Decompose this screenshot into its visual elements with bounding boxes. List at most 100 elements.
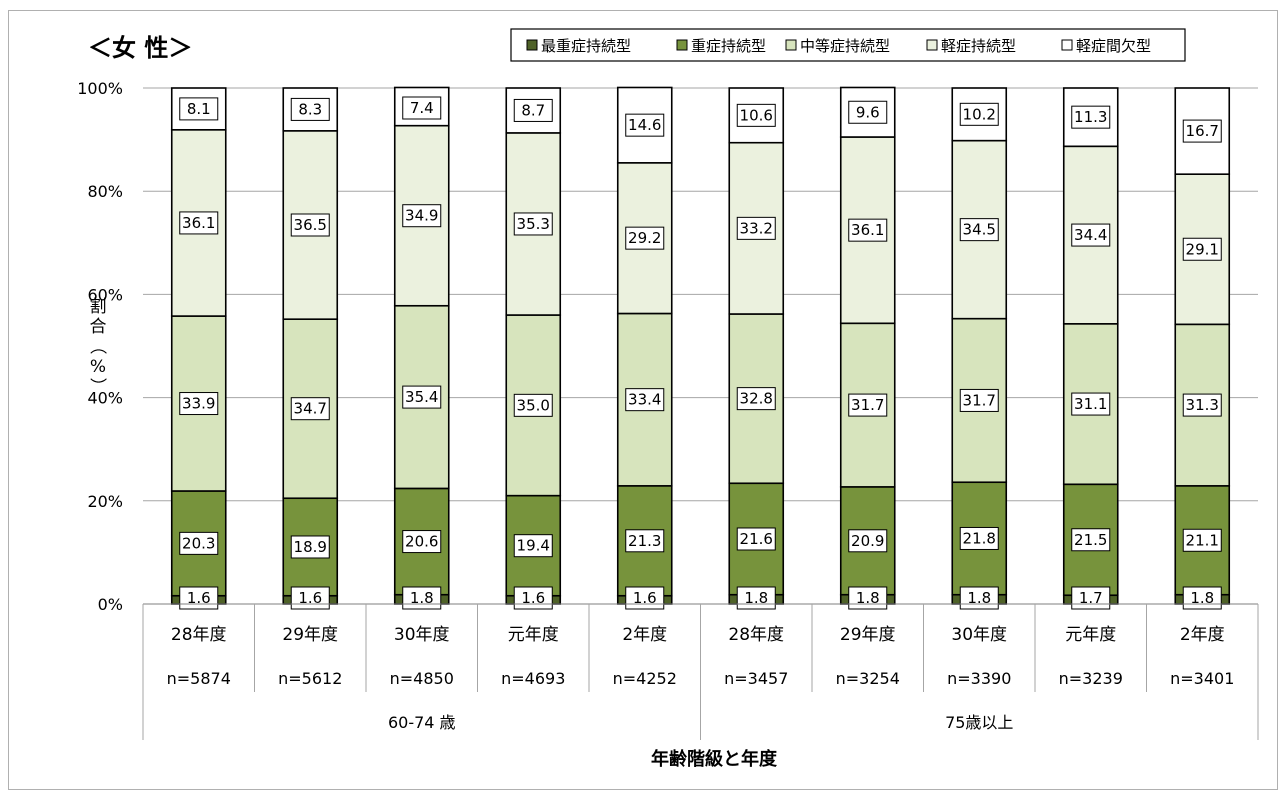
data-label: 1.6 [521,589,545,607]
data-label: 35.4 [405,388,438,406]
data-label: 34.7 [294,400,327,418]
sample-size-label: n=3254 [836,669,900,688]
data-label: 36.1 [851,221,884,239]
y-tick-label: 40% [87,389,123,408]
category-label: 2年度 [1180,625,1225,645]
y-axis-label-char: % [90,357,106,377]
data-label-box [959,526,999,550]
y-tick-label: 80% [87,182,123,201]
sample-size-label: n=3390 [947,669,1011,688]
data-label-box [179,211,219,235]
data-label-box [513,393,553,417]
category-label: 元年度 [508,625,559,645]
data-label: 21.3 [628,532,661,550]
data-label-box [179,392,219,416]
data-label: 1.8 [410,589,434,607]
data-label-box [402,385,442,409]
data-label: 29.2 [628,229,661,247]
data-label-box [848,218,888,242]
data-label: 8.7 [521,101,545,119]
y-axis-label-char: 合 [90,317,107,337]
data-label: 1.8 [744,589,768,607]
x-axis-label: 年齢階級と年度 [651,748,778,770]
data-label-box [1182,528,1222,552]
data-label: 34.9 [405,207,438,225]
category-label: 29年度 [282,625,338,645]
data-label: 21.1 [1186,531,1219,549]
data-label: 31.7 [963,391,996,409]
data-label-box [959,218,999,242]
data-label: 31.3 [1186,396,1219,414]
data-label-box [290,535,330,559]
data-label-box [959,102,999,126]
data-label: 1.8 [1190,589,1214,607]
data-label-box [736,527,776,551]
data-label: 19.4 [517,537,550,555]
data-label: 36.1 [182,214,215,232]
data-label-box [1071,392,1111,416]
data-label: 36.5 [294,216,327,234]
data-label: 16.7 [1186,122,1219,140]
data-label-box [1071,528,1111,552]
data-label-box [179,97,219,121]
data-label: 1.6 [298,589,322,607]
data-label: 7.4 [410,99,434,117]
data-label-box [179,531,219,555]
legend-swatch [1061,39,1073,51]
data-label: 31.1 [1074,395,1107,413]
data-label-box [290,397,330,421]
data-label-box [848,529,888,553]
legend-label: 中等症持続型 [800,37,890,55]
category-label: 2年度 [622,625,667,645]
data-label-box [848,393,888,417]
legend-label: 重症持続型 [691,37,766,55]
data-label-box [290,97,330,121]
legend-label: 最重症持続型 [541,37,631,55]
data-label-box [736,387,776,411]
category-label: 30年度 [951,625,1007,645]
data-label-box [402,204,442,228]
data-label-box [402,530,442,554]
category-label: 28年度 [171,625,227,645]
data-label: 1.8 [856,589,880,607]
x-axis: 28年度 n=5874 29年度 n=5612 30年度 n=4850 元年度 n=4693 2… [142,603,1259,740]
data-label: 8.1 [187,100,211,118]
y-axis-ticks: 0% 20% 40% 60% 80% 100% [77,79,123,614]
data-label: 20.9 [851,532,884,550]
data-label-box [736,103,776,127]
y-tick-label: 60% [87,285,123,304]
group-label: 75歳以上 [945,713,1013,732]
data-label-box [848,100,888,124]
sample-size-label: n=5612 [278,669,342,688]
data-label: 1.8 [967,589,991,607]
data-label-box [402,96,442,120]
data-label: 20.6 [405,533,438,551]
y-axis-label-char: 割 [90,297,107,317]
category-label: 29年度 [840,625,896,645]
data-label-box [736,216,776,240]
data-label: 14.6 [628,116,661,134]
data-label: 1.6 [187,589,211,607]
data-label: 21.5 [1074,531,1107,549]
sample-size-label: n=3401 [1170,669,1234,688]
data-label-box [625,529,665,553]
data-label-box [1071,105,1111,129]
data-label-box [513,212,553,236]
data-label: 33.2 [740,219,773,237]
legend-swatch [926,39,938,51]
y-tick-label: 0% [98,595,123,614]
data-label-box [625,388,665,412]
legend-swatch [785,39,797,51]
data-label: 8.3 [298,100,322,118]
data-label: 34.5 [963,221,996,239]
data-label-box [513,534,553,558]
data-label-box [1182,393,1222,417]
data-label: 9.6 [856,103,880,121]
category-label: 28年度 [728,625,784,645]
data-label-box [1182,237,1222,261]
data-label: 31.7 [851,396,884,414]
data-label: 1.6 [633,589,657,607]
data-label: 11.3 [1074,108,1107,126]
legend-label: 軽症間欠型 [1076,37,1151,55]
